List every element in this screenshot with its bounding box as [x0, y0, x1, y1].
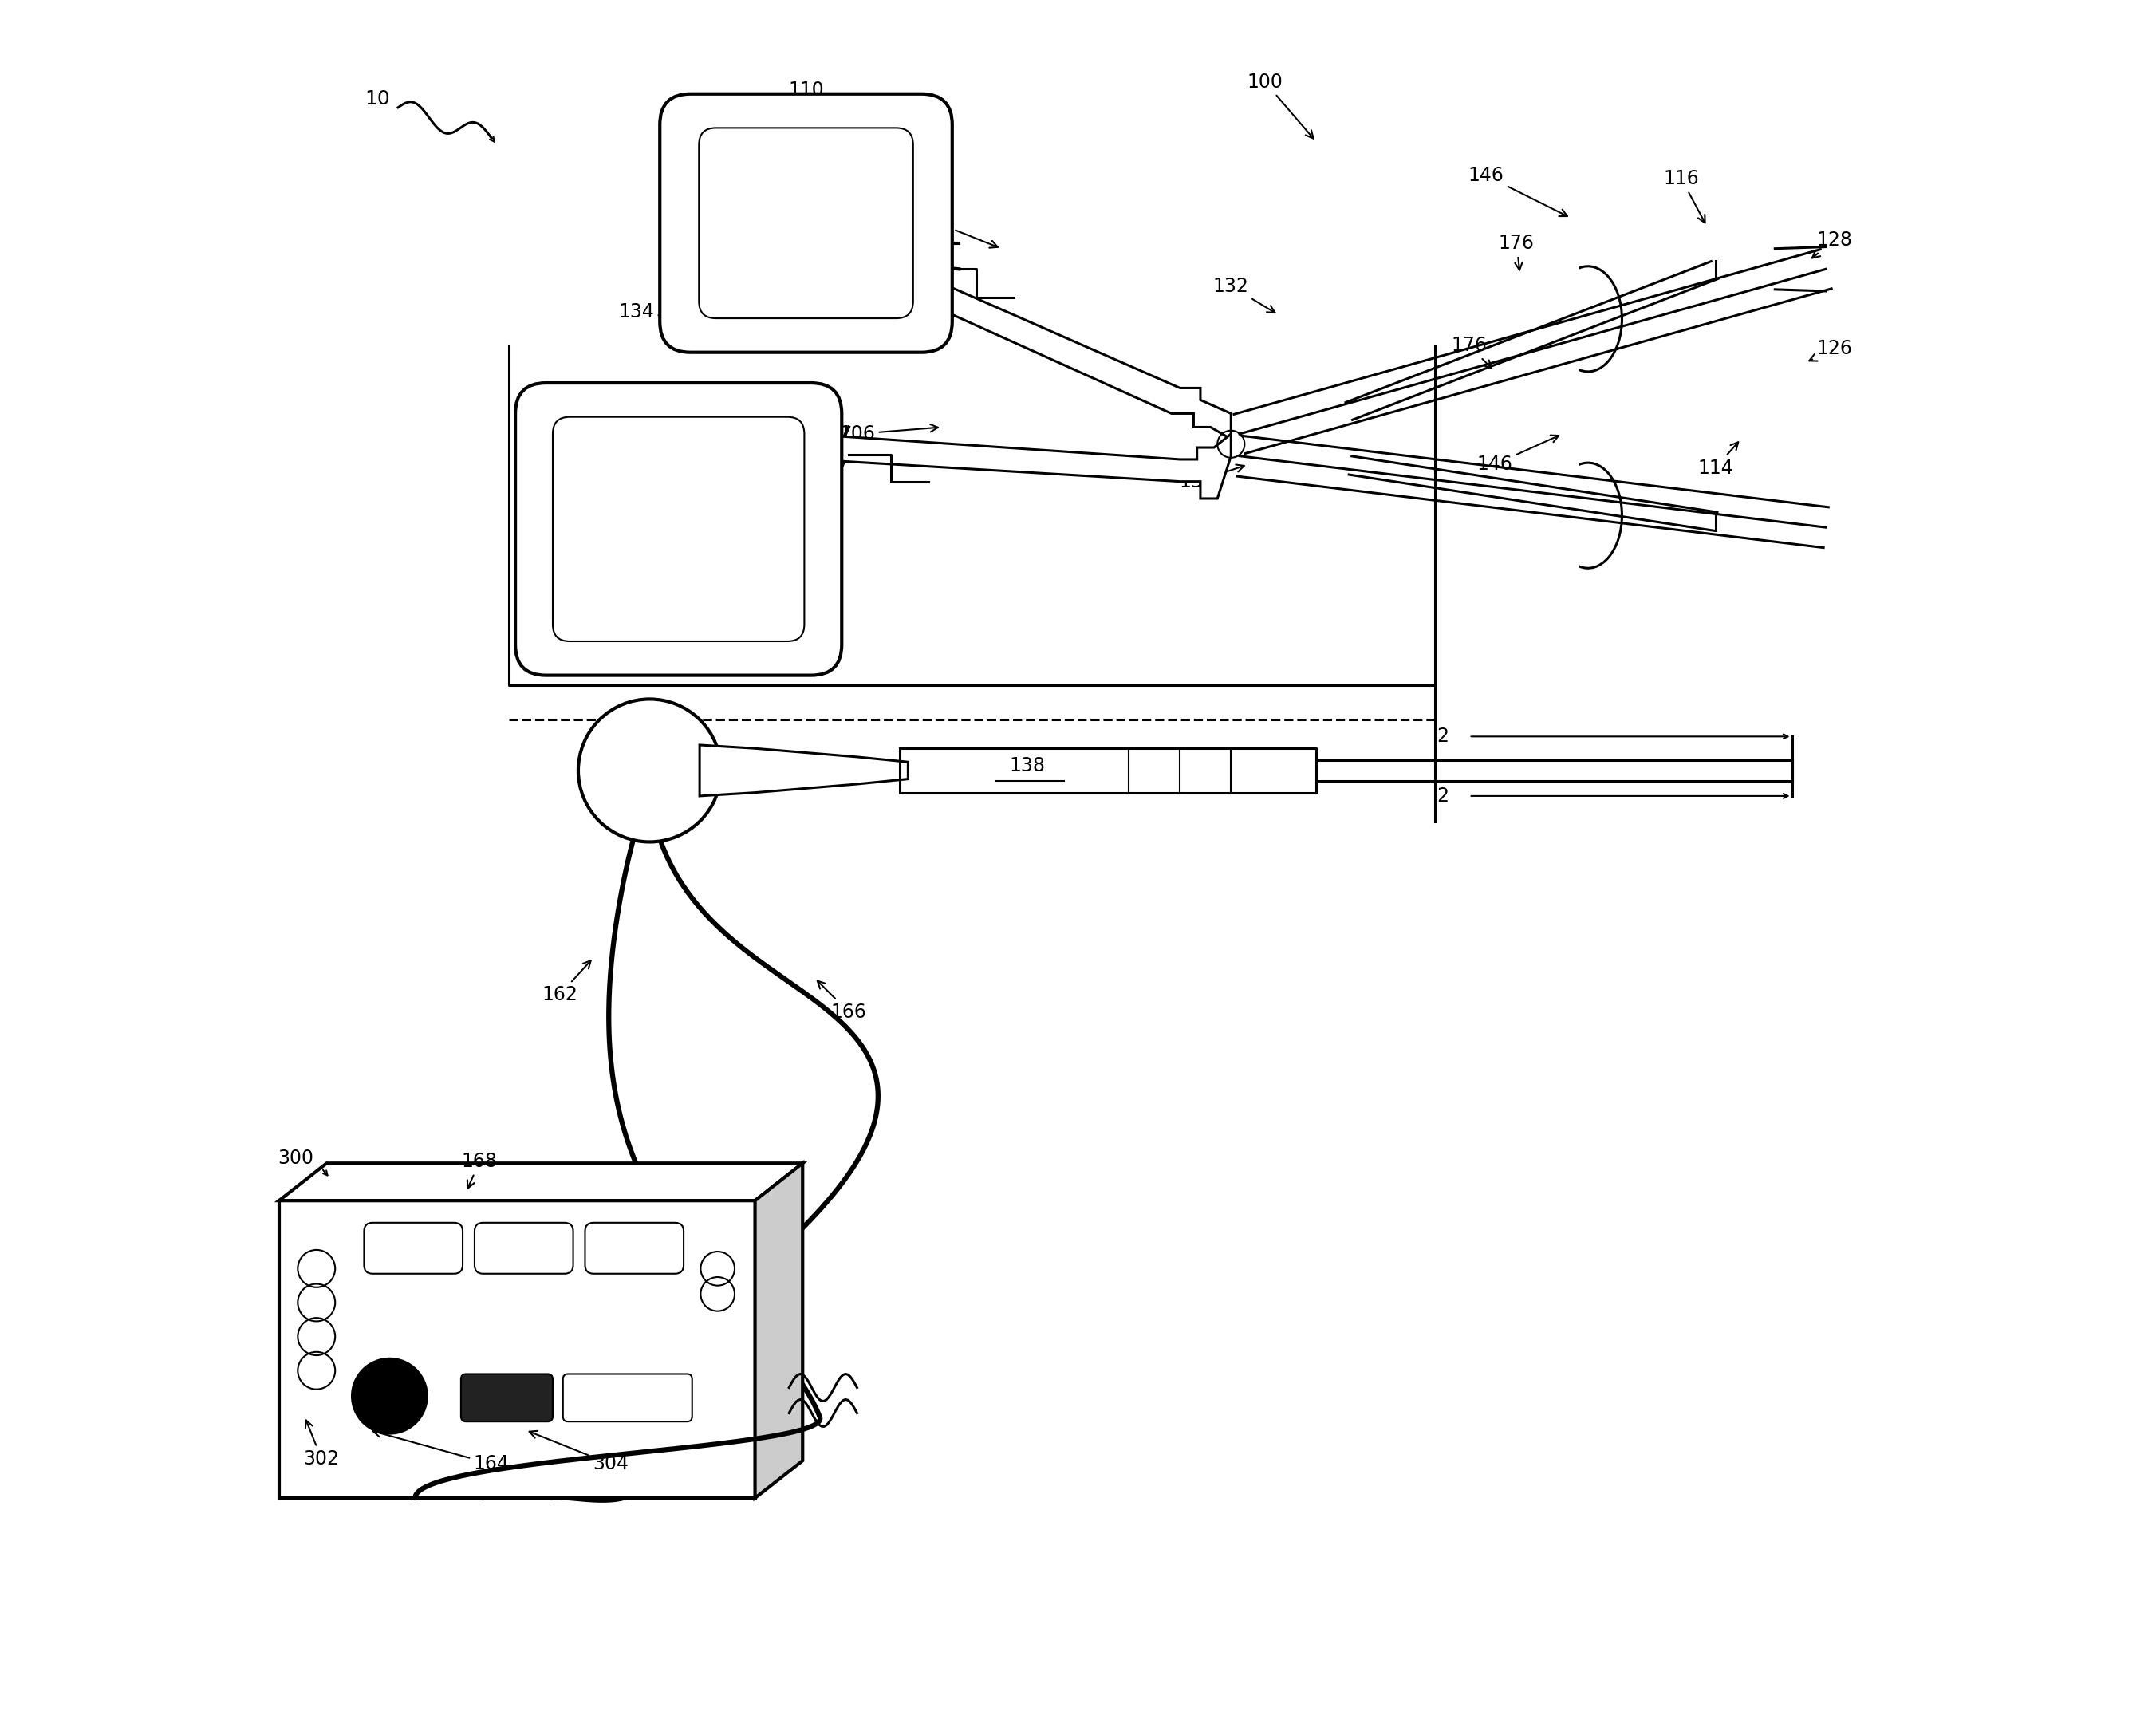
Text: 146: 146 — [1468, 166, 1567, 216]
Text: 10: 10 — [364, 89, 390, 108]
Bar — [278, 1201, 755, 1499]
Text: 126: 126 — [1809, 339, 1852, 361]
Text: 112: 112 — [610, 558, 658, 594]
Text: 110: 110 — [789, 80, 830, 121]
Circle shape — [351, 1359, 427, 1434]
Polygon shape — [278, 1163, 802, 1201]
Text: 102: 102 — [873, 169, 938, 210]
Text: 128: 128 — [1811, 231, 1852, 258]
Text: 138: 138 — [1009, 756, 1046, 775]
Text: 2: 2 — [1436, 787, 1449, 806]
Text: 114: 114 — [1697, 441, 1738, 477]
Text: 164: 164 — [373, 1430, 509, 1473]
Text: 300: 300 — [278, 1148, 315, 1167]
FancyBboxPatch shape — [699, 128, 914, 318]
Text: 134: 134 — [619, 301, 733, 330]
Text: 130: 130 — [1179, 465, 1244, 491]
Text: 104: 104 — [916, 212, 998, 248]
Polygon shape — [841, 229, 1231, 440]
Text: 166: 166 — [817, 980, 867, 1021]
FancyBboxPatch shape — [660, 94, 953, 352]
FancyBboxPatch shape — [552, 417, 804, 642]
Text: 302: 302 — [304, 1420, 338, 1468]
Text: 162: 162 — [541, 960, 591, 1004]
Polygon shape — [755, 1163, 802, 1499]
Polygon shape — [699, 744, 908, 796]
Text: 2: 2 — [1436, 727, 1449, 746]
Text: 146: 146 — [1477, 435, 1559, 474]
Text: 132: 132 — [1214, 277, 1274, 313]
Polygon shape — [755, 423, 1231, 498]
Text: 176: 176 — [1498, 234, 1535, 270]
Text: 304: 304 — [530, 1430, 630, 1473]
Circle shape — [578, 700, 720, 842]
Text: 100: 100 — [1246, 72, 1313, 139]
FancyBboxPatch shape — [515, 383, 841, 676]
Text: 106: 106 — [839, 424, 938, 443]
FancyBboxPatch shape — [461, 1374, 552, 1422]
Text: 168: 168 — [461, 1152, 498, 1189]
Text: 176: 176 — [1451, 335, 1492, 368]
Text: 116: 116 — [1664, 169, 1705, 222]
